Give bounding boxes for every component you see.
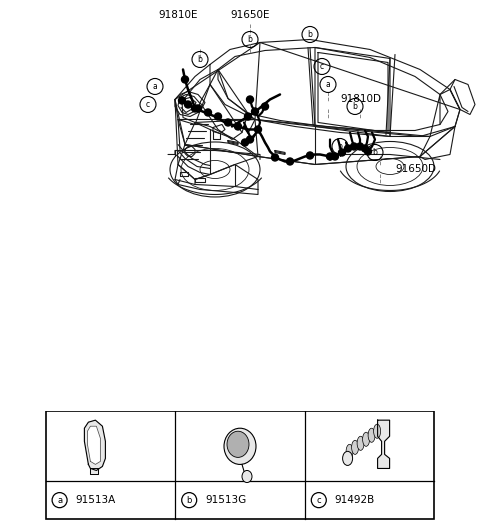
- Circle shape: [181, 76, 189, 83]
- Circle shape: [345, 145, 351, 152]
- Circle shape: [194, 105, 202, 112]
- Ellipse shape: [346, 444, 353, 458]
- Text: b: b: [187, 496, 192, 505]
- Ellipse shape: [362, 432, 370, 446]
- Circle shape: [350, 143, 358, 150]
- Ellipse shape: [368, 428, 375, 442]
- Text: 91810E: 91810E: [158, 10, 198, 20]
- Text: 91513A: 91513A: [75, 495, 116, 505]
- Text: c: c: [146, 100, 150, 109]
- Circle shape: [244, 113, 252, 120]
- Text: 91513G: 91513G: [205, 495, 246, 505]
- Circle shape: [252, 108, 259, 115]
- Circle shape: [215, 113, 221, 120]
- Text: 91492B: 91492B: [335, 495, 375, 505]
- Circle shape: [247, 96, 253, 103]
- Ellipse shape: [242, 471, 252, 483]
- Bar: [46, 411, 434, 519]
- Circle shape: [357, 143, 363, 150]
- Circle shape: [332, 153, 338, 160]
- Text: 91810D: 91810D: [340, 94, 381, 104]
- Circle shape: [272, 154, 278, 161]
- Circle shape: [326, 153, 334, 160]
- Ellipse shape: [227, 431, 249, 457]
- Circle shape: [247, 136, 253, 143]
- Ellipse shape: [351, 440, 359, 454]
- Polygon shape: [378, 420, 390, 468]
- Polygon shape: [87, 426, 100, 464]
- Circle shape: [262, 103, 268, 110]
- Circle shape: [192, 105, 199, 112]
- Ellipse shape: [373, 424, 381, 438]
- Circle shape: [241, 139, 249, 146]
- Text: b: b: [198, 55, 203, 64]
- Circle shape: [204, 109, 212, 116]
- Circle shape: [184, 101, 192, 108]
- Circle shape: [287, 158, 293, 165]
- Text: b: b: [353, 102, 358, 111]
- Circle shape: [307, 152, 313, 159]
- Text: b: b: [337, 142, 342, 151]
- Polygon shape: [90, 468, 98, 475]
- Text: a: a: [153, 82, 157, 91]
- Circle shape: [235, 123, 241, 130]
- Circle shape: [179, 97, 185, 104]
- Text: 91650D: 91650D: [395, 165, 436, 174]
- Text: b: b: [248, 35, 252, 44]
- Circle shape: [254, 126, 262, 133]
- Circle shape: [364, 148, 372, 155]
- Text: a: a: [325, 80, 330, 89]
- Ellipse shape: [357, 436, 364, 450]
- Text: a: a: [57, 496, 62, 505]
- Polygon shape: [84, 420, 106, 471]
- Text: b: b: [308, 30, 312, 39]
- Text: b: b: [372, 148, 377, 157]
- Text: c: c: [316, 496, 321, 505]
- Circle shape: [338, 149, 346, 156]
- Text: c: c: [320, 62, 324, 71]
- Text: 91650E: 91650E: [230, 10, 270, 20]
- Ellipse shape: [343, 451, 353, 465]
- Circle shape: [361, 145, 369, 152]
- Ellipse shape: [224, 428, 256, 464]
- Circle shape: [225, 119, 231, 126]
